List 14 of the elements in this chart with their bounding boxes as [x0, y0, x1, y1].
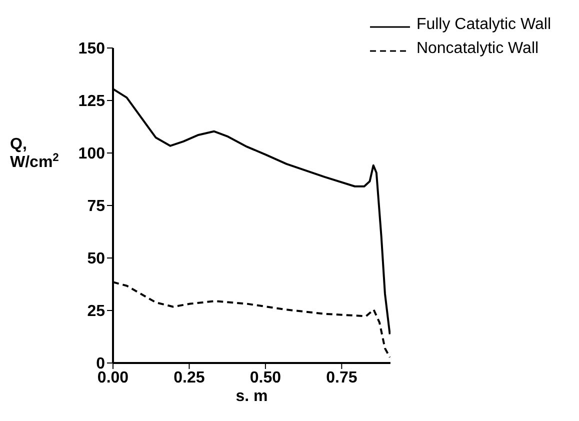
x-tick-label: 0.00 — [97, 369, 129, 386]
y-tick-label: 50 — [87, 250, 106, 268]
x-tick-label: 0.50 — [250, 369, 282, 386]
x-tick-label: 0.25 — [174, 369, 205, 386]
y-tick-label: 125 — [78, 93, 106, 110]
x-tick-label: 0.75 — [326, 369, 358, 386]
legend-label: Fully Catalytic Wall — [416, 16, 551, 34]
legend-label: Noncatalytic Wall — [416, 40, 539, 58]
y-tick-label: 25 — [87, 303, 106, 320]
y-tick-label: 150 — [78, 40, 106, 58]
y-axis-title: Q, W/cm$^{2}$ — [10, 136, 59, 171]
y-tick-label: 75 — [87, 198, 106, 216]
x-axis-title: s. m — [236, 388, 268, 405]
y-tick-label: 100 — [78, 146, 106, 163]
